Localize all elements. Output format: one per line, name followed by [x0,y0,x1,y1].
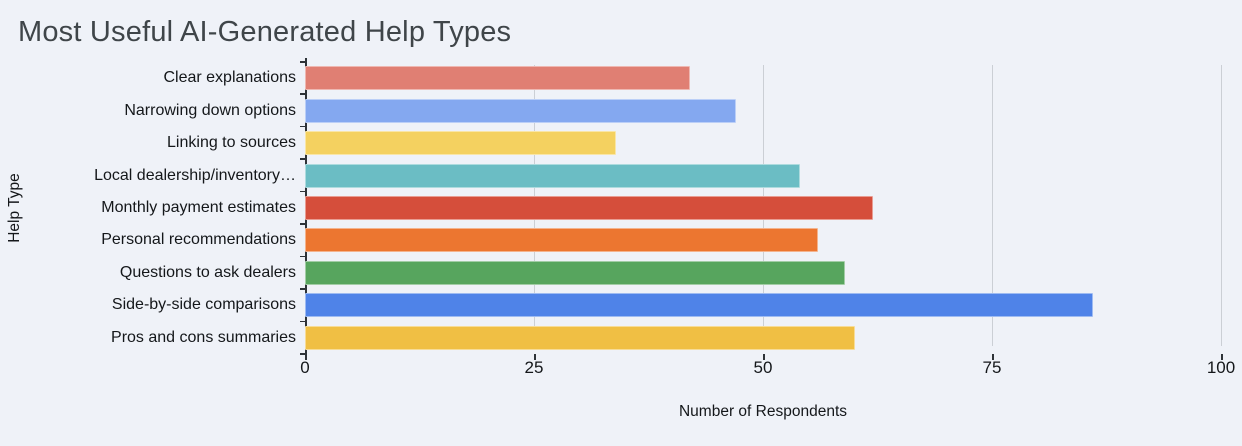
x-axis-tick-mark [763,354,765,360]
y-axis-tick-mark [300,353,305,355]
category-label: Clear explanations [163,69,296,87]
bar-row: Clear explanations [163,62,1221,94]
chart-title: Most Useful AI-Generated Help Types [18,16,512,48]
x-axis-tick-mark [534,354,536,360]
category-label: Personal recommendations [101,231,296,249]
x-axis-tick-mark [1221,354,1223,360]
category-label: Narrowing down options [124,101,296,119]
category-label: Local dealership/inventory… [94,166,296,184]
gridline [992,65,993,346]
bar [305,98,736,123]
plot-area: Clear explanations Narrowing down options… [94,58,1223,360]
x-tick-label: 75 [982,358,1002,377]
y-axis-tick-mark [300,320,305,323]
y-axis-tick-mark [300,288,305,290]
category-label: Side-by-side comparisons [111,296,296,314]
bar-row: Questions to ask dealers [120,257,1221,289]
bar-row: Pros and cons summaries [111,322,1221,354]
y-axis-tick-mark [300,255,305,258]
x-axis-tick-mark [305,354,307,360]
bar [305,131,617,156]
gridline [1221,65,1222,346]
bar-row: Local dealership/inventory… [94,159,1221,191]
bar-row: Personal recommendations [101,224,1221,256]
x-axis-tick-labels: 0 25 50 75 100 [300,358,1235,380]
bar-row: Linking to sources [167,127,1221,159]
x-tick-label: 100 [1206,358,1236,377]
x-tick-label: 0 [300,358,310,377]
bar [305,228,818,253]
x-tick-label: 50 [753,358,773,377]
bar [305,195,873,220]
y-axis-tick-mark [300,61,305,63]
bar-row: Side-by-side comparisons [112,289,1221,321]
y-axis-tick-mark [300,93,305,95]
bar [305,293,1093,318]
bar-row: Monthly payment estimates [101,192,1221,224]
bar [305,66,690,91]
x-tick-label: 25 [524,358,544,377]
x-axis-title: Number of Respondents [678,403,847,420]
category-label: Pros and cons summaries [111,328,296,346]
bar [305,260,846,285]
y-axis-tick-mark [300,223,305,225]
category-label: Monthly payment estimates [101,198,296,216]
category-label: Questions to ask dealers [119,263,296,281]
bar [305,163,800,188]
bar-row: Narrowing down options [124,94,1221,126]
category-label: Linking to sources [167,134,296,152]
bar [305,325,855,350]
y-axis-tick-mark [300,158,305,160]
y-axis-tick-mark [300,125,305,128]
y-axis-title: Help Type [6,173,23,243]
x-axis-tick-mark [992,354,994,360]
bar-rows: Clear explanations Narrowing down options… [94,62,1221,354]
y-axis-tick-mark [300,190,305,193]
